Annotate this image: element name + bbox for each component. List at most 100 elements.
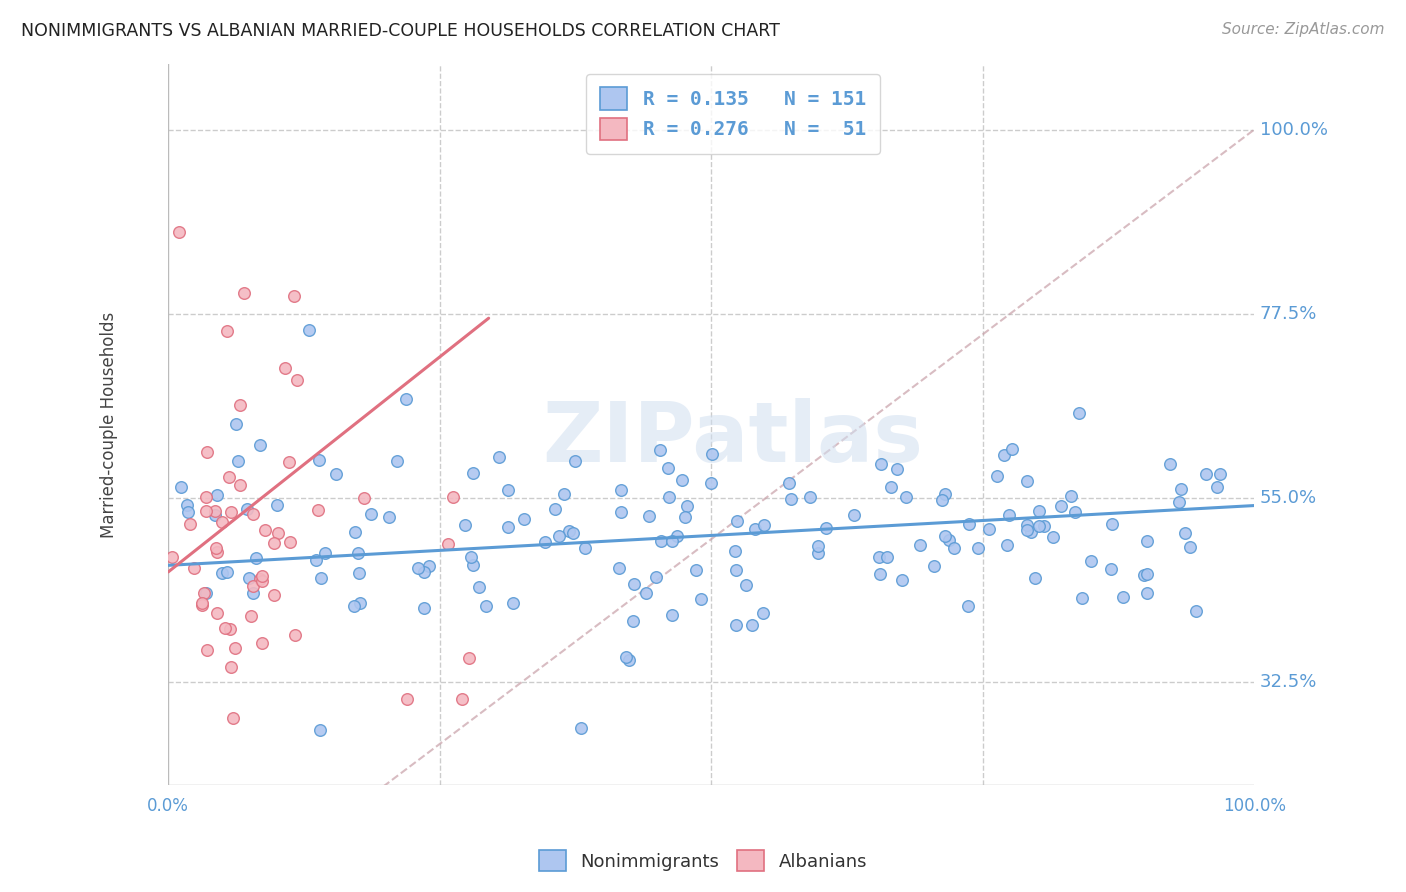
Point — [285, 373, 308, 387]
Point — [700, 475, 723, 490]
Text: 0.0%: 0.0% — [148, 797, 190, 815]
Point — [406, 561, 429, 575]
Point — [741, 618, 763, 632]
Point — [966, 541, 988, 556]
Point — [436, 537, 458, 551]
Point — [167, 225, 190, 239]
Point — [396, 691, 419, 706]
Point — [314, 546, 336, 560]
Point — [665, 528, 688, 542]
Point — [385, 454, 408, 468]
Point — [183, 560, 205, 574]
Point — [778, 475, 800, 490]
Point — [219, 622, 242, 636]
Point — [169, 480, 191, 494]
Point — [1185, 604, 1208, 618]
Point — [880, 480, 903, 494]
Point — [454, 518, 477, 533]
Point — [574, 541, 596, 556]
Point — [702, 447, 724, 461]
Point — [725, 618, 748, 632]
Point — [413, 566, 436, 580]
Point — [513, 512, 536, 526]
Point — [378, 509, 401, 524]
Text: ZIPatlas: ZIPatlas — [543, 399, 924, 479]
Point — [263, 588, 285, 602]
Point — [304, 552, 326, 566]
Point — [461, 466, 484, 480]
Point — [233, 286, 256, 301]
Point — [238, 571, 260, 585]
Point — [876, 550, 898, 565]
Point — [217, 324, 239, 338]
Point — [1167, 495, 1189, 509]
Point — [956, 599, 979, 613]
Point — [207, 545, 229, 559]
Point — [1050, 499, 1073, 513]
Text: NONIMMIGRANTS VS ALBANIAN MARRIED-COUPLE HOUSEHOLDS CORRELATION CHART: NONIMMIGRANTS VS ALBANIAN MARRIED-COUPLE… — [21, 22, 780, 40]
Point — [274, 360, 297, 375]
Point — [413, 601, 436, 615]
Text: 77.5%: 77.5% — [1260, 305, 1317, 323]
Point — [347, 566, 370, 580]
Point — [325, 467, 347, 481]
Point — [869, 566, 891, 581]
Point — [986, 469, 1008, 483]
Point — [645, 570, 668, 584]
Point — [1028, 504, 1050, 518]
Point — [229, 478, 252, 492]
Point — [957, 517, 980, 532]
Point — [418, 559, 440, 574]
Point — [977, 522, 1000, 536]
Point — [1209, 467, 1232, 481]
Point — [236, 502, 259, 516]
Point — [250, 636, 273, 650]
Point — [868, 549, 890, 564]
Point — [658, 490, 681, 504]
Point — [1015, 474, 1038, 488]
Point — [1063, 505, 1085, 519]
Point — [395, 392, 418, 406]
Point — [634, 585, 657, 599]
Point — [675, 509, 697, 524]
Point — [607, 561, 630, 575]
Point — [1060, 489, 1083, 503]
Point — [211, 566, 233, 580]
Point — [1017, 518, 1039, 533]
Point — [1170, 482, 1192, 496]
Point — [205, 541, 228, 555]
Point — [226, 454, 249, 468]
Point — [221, 660, 243, 674]
Point — [349, 596, 371, 610]
Point — [502, 596, 524, 610]
Point — [468, 580, 491, 594]
Point — [263, 535, 285, 549]
Point — [650, 443, 672, 458]
Point — [1019, 524, 1042, 539]
Point — [179, 517, 201, 532]
Point — [283, 289, 305, 303]
Point — [214, 621, 236, 635]
Point — [891, 573, 914, 587]
Point — [193, 585, 215, 599]
Point — [548, 529, 571, 543]
Point — [1033, 519, 1056, 533]
Legend: Nonimmigrants, Albanians: Nonimmigrants, Albanians — [531, 843, 875, 879]
Point — [621, 614, 644, 628]
Point — [807, 546, 830, 560]
Point — [1028, 519, 1050, 533]
Point — [218, 470, 240, 484]
Point — [724, 544, 747, 558]
Point — [562, 525, 585, 540]
Point — [250, 569, 273, 583]
Point — [353, 491, 375, 505]
Point — [229, 398, 252, 412]
Point — [242, 579, 264, 593]
Point — [553, 487, 575, 501]
Point — [496, 483, 519, 497]
Point — [309, 570, 332, 584]
Point — [195, 643, 218, 657]
Point — [1099, 562, 1122, 576]
Point — [934, 487, 956, 501]
Point — [252, 574, 274, 588]
